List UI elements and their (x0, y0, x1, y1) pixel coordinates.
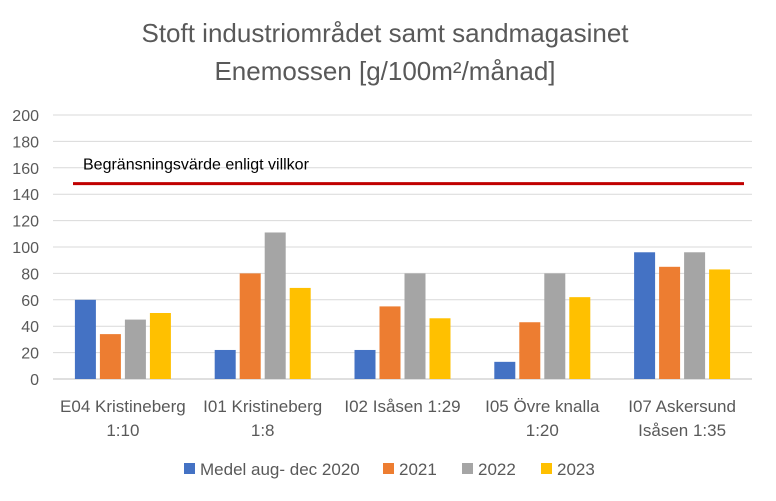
x-tick-label: I01 Kristineberg (203, 397, 322, 416)
bar (99, 334, 121, 379)
y-tick-label: 0 (30, 372, 39, 389)
legend-label: 2021 (399, 460, 437, 479)
legend-label: 2022 (478, 460, 516, 479)
bar (354, 349, 376, 379)
x-tick-label: I02 Isåsen 1:29 (344, 397, 460, 416)
y-tick-label: 120 (12, 214, 39, 231)
x-tick-label: Isåsen 1:35 (638, 421, 726, 440)
y-tick-label: 80 (21, 266, 39, 283)
bar (239, 273, 261, 379)
bar (124, 319, 146, 379)
x-tick-label: 1:20 (526, 421, 559, 440)
x-axis: E04 Kristineberg 1:10 I01 Kristineberg 1:8 I… (60, 397, 736, 440)
y-tick-label: 100 (12, 240, 39, 257)
x-tick-label: 1:10 (106, 421, 139, 440)
bar (149, 313, 171, 379)
limit-line-group: Begränsningsvärde enligt villkor (73, 157, 744, 186)
x-tick-label: E04 Kristineberg (60, 397, 186, 416)
legend-swatch (184, 463, 195, 474)
legend-label: 2023 (557, 460, 595, 479)
legend: Medel aug- dec 2020 2021 2022 2023 (184, 460, 595, 479)
legend-swatch (383, 463, 394, 474)
bar (379, 306, 401, 379)
bar (659, 266, 681, 379)
bar (569, 297, 591, 379)
legend-swatch (462, 463, 473, 474)
y-tick-label: 160 (12, 161, 39, 178)
x-tick-label: I05 Övre knalla (485, 397, 600, 416)
x-tick-label: I07 Askersund (628, 397, 736, 416)
bar (429, 318, 451, 379)
bar (709, 269, 731, 379)
bar (264, 232, 286, 379)
legend-label: Medel aug- dec 2020 (200, 460, 360, 479)
y-tick-label: 200 (12, 108, 39, 125)
bar (74, 299, 96, 379)
bar (494, 361, 516, 379)
chart-title-line2: Enemossen [g/100m²/månad] (214, 56, 555, 86)
bar (289, 287, 311, 379)
bar (214, 349, 236, 379)
limit-line-label: Begränsningsvärde enligt villkor (83, 157, 310, 174)
y-tick-label: 180 (12, 134, 39, 151)
y-tick-label: 60 (21, 293, 39, 310)
y-tick-label: 20 (21, 346, 39, 363)
bar (519, 322, 541, 379)
bar (404, 273, 426, 379)
y-tick-label: 140 (12, 187, 39, 204)
bar (684, 252, 706, 379)
bar (544, 273, 566, 379)
x-tick-label: 1:8 (251, 421, 275, 440)
chart-title-line1: Stoft industriområdet samt sandmagasinet (141, 18, 629, 48)
y-axis: 0 20 40 60 80 100 120 140 160 180 200 (12, 108, 39, 389)
legend-swatch (541, 463, 552, 474)
bar (634, 252, 656, 379)
bars (74, 232, 731, 379)
y-tick-label: 40 (21, 319, 39, 336)
